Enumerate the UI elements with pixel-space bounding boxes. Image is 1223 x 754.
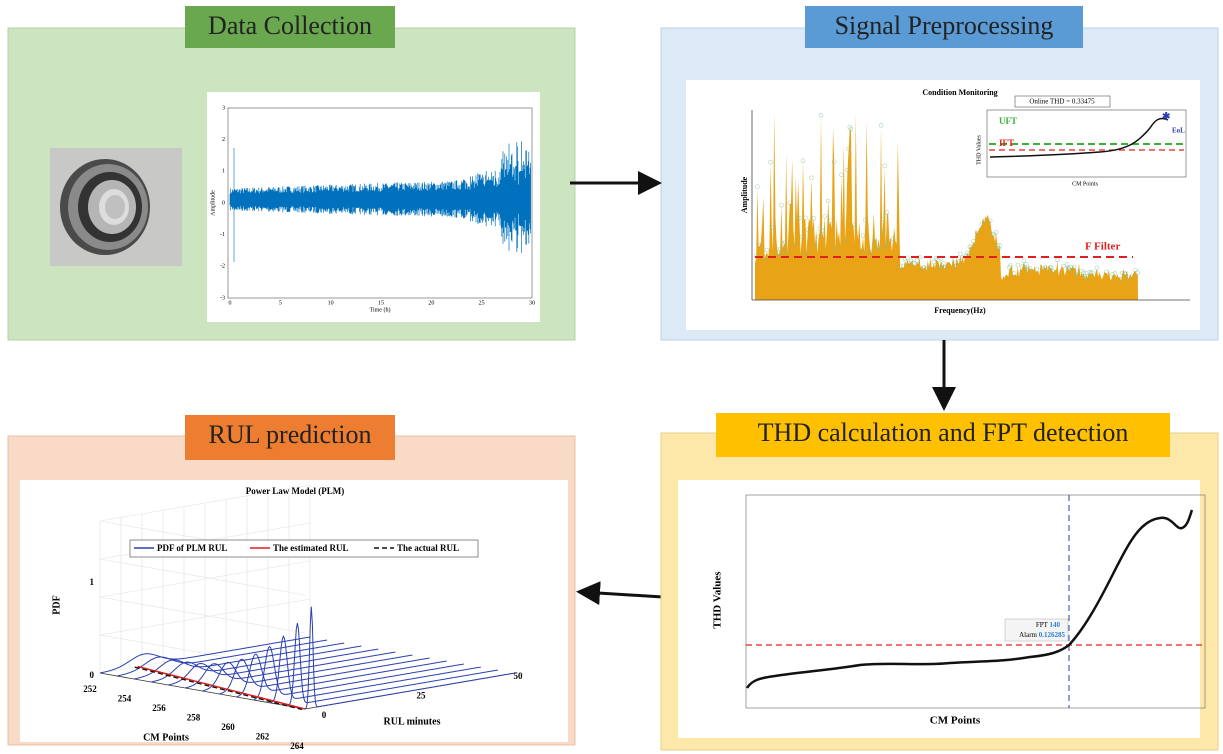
thd-plot bbox=[678, 480, 1200, 738]
legend-label: The actual RUL bbox=[397, 543, 459, 553]
plot-title: Condition Monitoring bbox=[922, 88, 997, 97]
alarm-text: Alarm 0.126285 bbox=[1019, 631, 1065, 639]
readout-box bbox=[1014, 95, 1111, 108]
axes bbox=[227, 107, 533, 299]
x-tick-label: 25 bbox=[479, 300, 485, 306]
x-label: CM Points bbox=[930, 715, 981, 727]
x-tick-label: 258 bbox=[187, 713, 201, 723]
pdf-curve bbox=[253, 645, 464, 701]
inset bbox=[986, 109, 1187, 178]
z-tick-label: 0 bbox=[90, 670, 95, 680]
x-tick-label: 0 bbox=[229, 300, 232, 306]
x-tick-label: 5 bbox=[279, 300, 282, 306]
eol-label: EoL bbox=[1172, 127, 1185, 135]
pdf-curve bbox=[219, 657, 430, 695]
x-tick-label: 15 bbox=[378, 300, 384, 306]
inset-y-label: THD Values bbox=[976, 134, 982, 164]
x-tick-label: 20 bbox=[428, 300, 434, 306]
x-label: Time (h) bbox=[370, 306, 391, 313]
y-tick-label: 50 bbox=[514, 671, 524, 681]
inset-x-label: CM Points bbox=[1072, 181, 1099, 187]
filter-label: F Filter bbox=[1085, 241, 1120, 253]
legend bbox=[129, 539, 479, 558]
pdf-curve bbox=[304, 606, 516, 710]
x-tick-label: 252 bbox=[83, 684, 97, 694]
inset-curve bbox=[989, 117, 1169, 158]
y-tick-label: 0 bbox=[322, 710, 327, 720]
spectrum bbox=[753, 111, 1141, 300]
panel-title: Signal Preprocessing bbox=[835, 11, 1054, 40]
y-label: Amplitude bbox=[210, 190, 216, 216]
y-tick-label: -3 bbox=[220, 295, 225, 301]
fpt-text: FPT 140 bbox=[1036, 621, 1061, 629]
tab bbox=[185, 415, 395, 460]
pdf-curve bbox=[168, 648, 379, 686]
y-tick-label: -1 bbox=[220, 232, 225, 238]
fpt-label: FPT bbox=[1036, 621, 1049, 629]
z-tick-label: 1 bbox=[90, 577, 95, 587]
spectrum-area bbox=[755, 111, 1138, 300]
legend-label: The estimated RUL bbox=[273, 543, 349, 553]
tab bbox=[716, 413, 1170, 457]
waveform bbox=[229, 141, 531, 262]
fpt-box bbox=[1004, 618, 1069, 642]
x-tick-label: 260 bbox=[221, 722, 235, 732]
x-label: Frequency(Hz) bbox=[934, 306, 986, 315]
legend-label: PDF of PLM RUL bbox=[157, 543, 227, 553]
ift-label: IFT bbox=[999, 138, 1014, 148]
z-label: PDF bbox=[51, 595, 62, 614]
x-tick-label: 254 bbox=[118, 694, 132, 704]
pdf-curve bbox=[236, 653, 447, 698]
x-tick-label: 10 bbox=[328, 300, 334, 306]
pdf-curve bbox=[185, 651, 396, 689]
panel-title: THD calculation and FPT detection bbox=[758, 418, 1129, 447]
alarm-label: Alarm bbox=[1019, 631, 1037, 639]
pdf-curve bbox=[151, 645, 362, 683]
arrow bbox=[576, 581, 664, 606]
x-tick-label: 30 bbox=[529, 300, 535, 306]
y-tick-label: 1 bbox=[222, 169, 225, 175]
y-tick-label: 25 bbox=[417, 691, 427, 701]
fpt-value: 140 bbox=[1050, 621, 1061, 629]
plot-title: Power Law Model (PLM) bbox=[246, 486, 345, 496]
alarm-value: 0.126285 bbox=[1039, 631, 1066, 639]
estimated-line bbox=[137, 665, 306, 710]
pdf-curve bbox=[202, 654, 413, 692]
pdf-curve bbox=[99, 636, 311, 674]
back-grid bbox=[99, 598, 311, 672]
y-label: Amplitude bbox=[740, 176, 749, 213]
pdf-curve bbox=[270, 635, 481, 704]
y-tick-label: 0 bbox=[222, 200, 225, 206]
y-label: THD Values bbox=[712, 571, 724, 629]
pdf-curve bbox=[117, 639, 328, 677]
y-label: RUL minutes bbox=[384, 716, 441, 727]
tab bbox=[185, 6, 395, 48]
back-grid bbox=[99, 560, 311, 634]
pdf-curve bbox=[287, 623, 498, 707]
x-tick-label: 262 bbox=[256, 732, 270, 742]
eol-marker: ✱ bbox=[1162, 111, 1171, 122]
thd-curve bbox=[745, 509, 1194, 689]
uft-label: UFT bbox=[999, 116, 1017, 126]
x-label: CM Points bbox=[143, 732, 189, 743]
x-tick-label: 256 bbox=[152, 703, 166, 713]
y-tick-label: -2 bbox=[220, 264, 225, 270]
rul-plot bbox=[20, 480, 568, 742]
axes bbox=[745, 494, 1206, 709]
actual-line bbox=[134, 666, 303, 711]
bearing bbox=[60, 159, 150, 255]
tab bbox=[805, 6, 1083, 48]
panel-title: Data Collection bbox=[208, 11, 372, 40]
x-tick-label: 264 bbox=[290, 741, 304, 751]
panel-title: RUL prediction bbox=[209, 420, 372, 449]
waveform-trace bbox=[229, 141, 531, 253]
y-tick-label: 3 bbox=[222, 105, 225, 111]
spectrum-points bbox=[753, 113, 1141, 282]
readout: Online THD = 0.33475 bbox=[1029, 98, 1095, 106]
y-tick-label: 2 bbox=[222, 137, 225, 143]
